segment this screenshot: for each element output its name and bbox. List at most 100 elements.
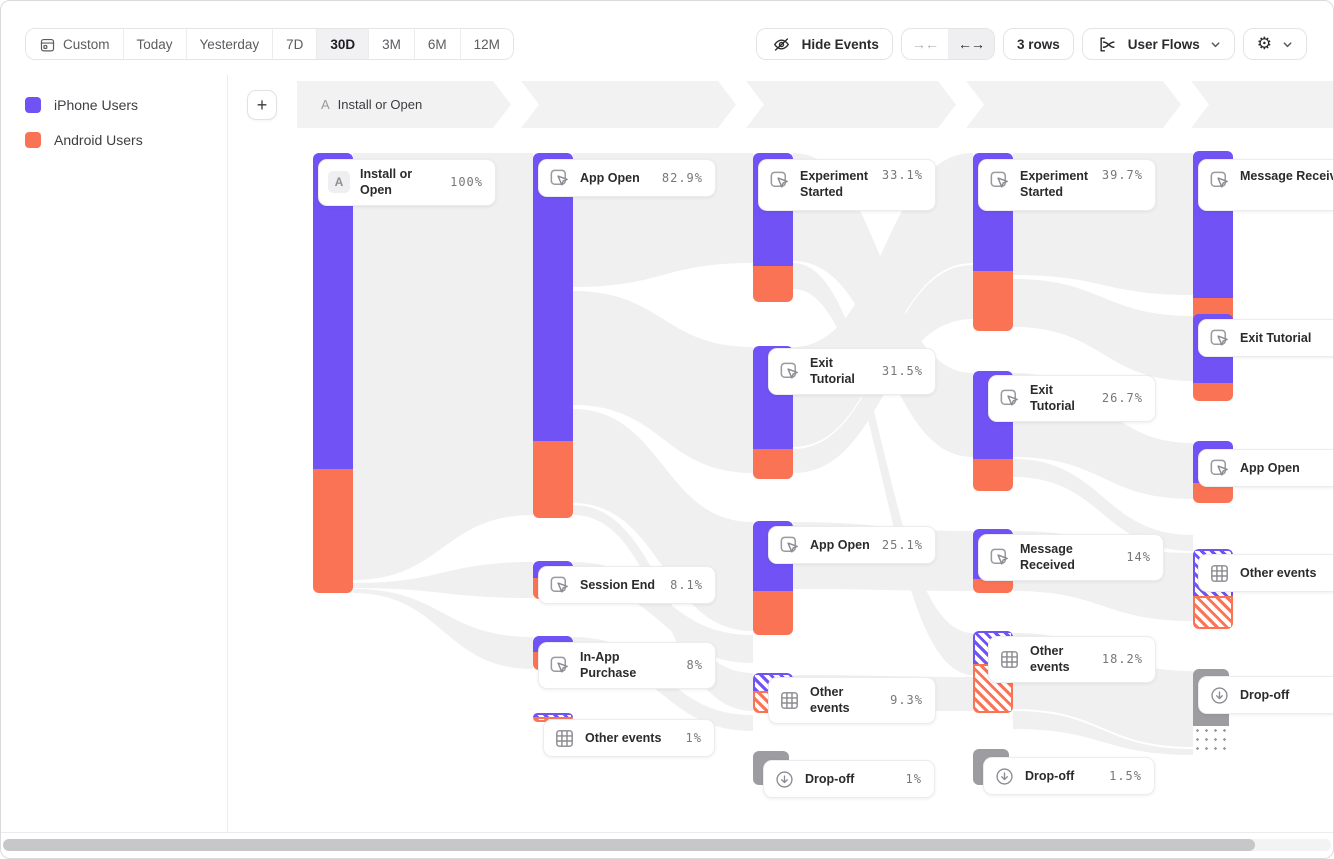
- flow-node-card-install-or-open[interactable]: A Install or Open 100%: [318, 159, 496, 206]
- flow-node-card-other-events[interactable]: Other events: [1198, 554, 1333, 592]
- flow-node-card-exit-tutorial[interactable]: Exit Tutorial 31.5%: [768, 348, 936, 395]
- node-percent: 1%: [905, 772, 922, 786]
- flow-node-card-experiment-started[interactable]: Experiment Started 33.1%: [758, 159, 936, 211]
- chevron-down-icon: [1210, 39, 1221, 50]
- legend-label: iPhone Users: [54, 97, 139, 113]
- bar-segment-o: [1193, 483, 1233, 503]
- flow-node-card-other-events[interactable]: Other events 18.2%: [988, 636, 1156, 683]
- settings-button[interactable]: ⚙: [1242, 28, 1307, 60]
- date-range-custom[interactable]: Custom: [26, 29, 123, 59]
- date-range-6m[interactable]: 6M: [413, 29, 460, 59]
- flow-node-card-message-received[interactable]: Message Received 14%: [978, 534, 1164, 581]
- date-range-yesterday[interactable]: Yesterday: [185, 29, 273, 59]
- flow-node-card-message-received[interactable]: Message Received: [1198, 159, 1333, 211]
- bar-segment-oh: [1193, 596, 1233, 629]
- flow-step-header-3[interactable]: [746, 81, 956, 128]
- node-percent: 39.7%: [1101, 168, 1143, 182]
- node-percent: 33.1%: [881, 168, 923, 182]
- drop-off-icon: [772, 767, 796, 791]
- rows-label: 3 rows: [1016, 36, 1060, 52]
- flow-canvas: A Install or Open + A Install or Open 100% A…: [228, 75, 1333, 832]
- hide-events-button[interactable]: Hide Events: [755, 28, 893, 60]
- date-range-label: 6M: [427, 36, 447, 52]
- flow-node-card-app-open[interactable]: App Open 25.1%: [768, 526, 936, 564]
- node-label: Drop-off: [1025, 768, 1075, 783]
- node-percent: 14%: [1126, 550, 1151, 565]
- date-range-30d[interactable]: 30D: [316, 29, 369, 59]
- flow-node-card-exit-tutorial[interactable]: Exit Tutorial: [1198, 319, 1333, 357]
- step-title: Install or Open: [337, 97, 423, 112]
- event-click-icon: [1207, 456, 1231, 480]
- flow-step-header-1[interactable]: A Install or Open: [297, 81, 511, 128]
- scrollbar-track[interactable]: [3, 839, 1331, 851]
- toolbar-right: Hide Events →← ←→ 3 rows: [755, 28, 1307, 60]
- node-label: Install or Open: [360, 167, 413, 198]
- legend-swatch: [25, 132, 41, 148]
- view-selector-button[interactable]: User Flows: [1081, 28, 1235, 60]
- step-badge: A: [321, 97, 330, 112]
- node-percent: 26.7%: [1101, 391, 1143, 406]
- legend-item-iphone-users[interactable]: iPhone Users: [25, 97, 227, 113]
- node-percent: 100%: [450, 175, 483, 190]
- node-label: Other events: [1030, 644, 1070, 675]
- toolbar: Custom Today Yesterday 7D 30D 3M 6M 12M Hide Ev…: [1, 1, 1333, 75]
- node-percent: 8.1%: [670, 578, 703, 592]
- flow-node-card-exit-tutorial[interactable]: Exit Tutorial 26.7%: [988, 375, 1156, 422]
- eye-off-icon: [770, 32, 794, 56]
- date-range-12m[interactable]: 12M: [459, 29, 513, 59]
- rows-button[interactable]: 3 rows: [1002, 28, 1074, 60]
- flow-node-bar[interactable]: [313, 153, 353, 593]
- flow-step-header-2[interactable]: [521, 81, 736, 128]
- node-label: Experiment Started: [1020, 169, 1089, 200]
- node-label: Drop-off: [805, 771, 855, 786]
- flow-step-header-4[interactable]: [966, 81, 1181, 128]
- node-label: In-App Purchase: [580, 650, 637, 681]
- flow-node-bar[interactable]: [533, 153, 573, 518]
- date-range-7d[interactable]: 7D: [272, 29, 317, 59]
- event-click-icon: [547, 653, 571, 677]
- flow-node-card-drop-off[interactable]: Drop-off: [1198, 676, 1333, 714]
- node-percent: 82.9%: [661, 171, 703, 185]
- flow-step-header-5[interactable]: [1191, 81, 1333, 128]
- flow-node-card-other-events[interactable]: Other events 9.3%: [768, 677, 936, 724]
- flow-node-card-experiment-started[interactable]: Experiment Started 39.7%: [978, 159, 1156, 211]
- flow-node-card-drop-off[interactable]: Drop-off 1%: [763, 760, 935, 798]
- expand-columns-button[interactable]: ←→: [947, 29, 994, 59]
- step-letter-badge: A: [327, 170, 351, 194]
- event-click-icon: [777, 533, 801, 557]
- node-label: Exit Tutorial: [810, 356, 855, 387]
- node-label: Other events: [1240, 565, 1317, 580]
- content-row: iPhone Users Android Users: [1, 75, 1333, 833]
- event-click-icon: [1207, 326, 1231, 350]
- flow-node-card-other-events[interactable]: Other events 1%: [543, 719, 715, 757]
- bar-segment-o: [533, 441, 573, 518]
- flow-node-card-app-open[interactable]: App Open: [1198, 449, 1333, 487]
- flow-node-card-session-end[interactable]: Session End 8.1%: [538, 566, 716, 604]
- legend-item-android-users[interactable]: Android Users: [25, 132, 227, 148]
- view-selector-label: User Flows: [1127, 36, 1200, 52]
- flow-node-card-in-app-purchase[interactable]: In-App Purchase 8%: [538, 642, 716, 689]
- flow-node-card-app-open[interactable]: App Open 82.9%: [538, 159, 716, 197]
- scrollbar-thumb[interactable]: [3, 839, 1255, 851]
- node-percent: 1%: [685, 731, 702, 745]
- date-range-today[interactable]: Today: [122, 29, 186, 59]
- event-click-icon: [1207, 168, 1231, 192]
- node-label: Exit Tutorial: [1030, 383, 1075, 414]
- event-click-icon: [997, 386, 1021, 410]
- add-step-button[interactable]: +: [247, 90, 277, 120]
- date-range-label: 3M: [382, 36, 401, 52]
- node-label: Message Received: [1240, 169, 1333, 183]
- legend-label: Android Users: [54, 132, 143, 148]
- date-range-3m[interactable]: 3M: [368, 29, 414, 59]
- node-percent: 18.2%: [1101, 652, 1143, 667]
- node-label: Message Received: [1020, 542, 1075, 573]
- collapse-columns-button[interactable]: →←: [902, 29, 948, 59]
- gear-icon: ⚙: [1256, 34, 1272, 53]
- node-label: Exit Tutorial: [1240, 330, 1312, 345]
- legend-panel: iPhone Users Android Users: [1, 75, 228, 832]
- bar-segment-p: [533, 153, 573, 441]
- date-range-label: 30D: [330, 36, 356, 52]
- flow-node-card-drop-off[interactable]: Drop-off 1.5%: [983, 757, 1155, 795]
- step-badge-letter: A: [328, 171, 350, 194]
